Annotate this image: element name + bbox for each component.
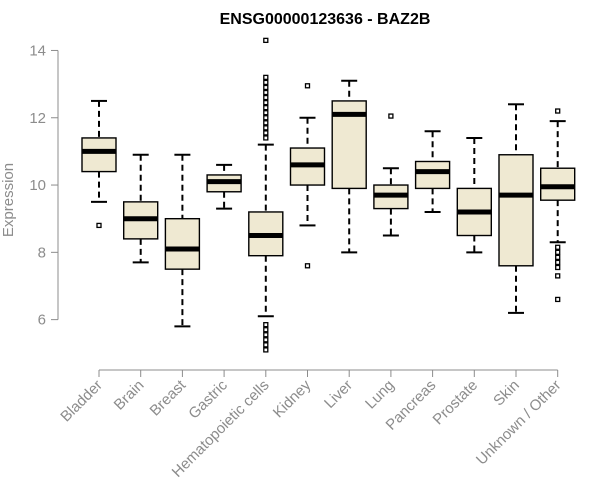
outlier-point xyxy=(263,130,269,136)
box-group xyxy=(81,99,117,229)
y-tick-label: 6 xyxy=(38,312,46,329)
y-axis-label: Expression xyxy=(0,163,17,237)
x-tick-label: Brain xyxy=(111,377,148,414)
outlier-point xyxy=(263,89,269,96)
outlier-point xyxy=(555,254,561,261)
x-tick-label: Prostate xyxy=(430,377,482,429)
box-group xyxy=(248,37,284,353)
x-tick-label: Skin xyxy=(490,377,523,410)
outlier-point xyxy=(304,263,311,269)
box-group xyxy=(122,153,159,264)
outlier-point xyxy=(263,110,269,116)
box-group xyxy=(206,163,242,210)
y-tick-label: 10 xyxy=(29,177,46,194)
box-group xyxy=(164,153,201,328)
box-group xyxy=(540,108,576,303)
box-group xyxy=(373,113,409,237)
outlier-point xyxy=(555,244,561,250)
box-iqr xyxy=(540,167,576,201)
x-tick-label: Liver xyxy=(321,377,356,412)
box-iqr xyxy=(81,137,117,173)
outlier-point xyxy=(555,108,561,114)
outlier-point xyxy=(263,79,269,86)
box-iqr xyxy=(414,160,451,190)
outlier-point xyxy=(263,105,269,111)
outlier-point xyxy=(263,37,269,44)
x-tick-label: Bladder xyxy=(57,377,106,426)
x-tick-label: Kidney xyxy=(270,376,315,421)
outlier-point xyxy=(263,342,269,348)
outlier-point xyxy=(263,337,269,343)
x-tick-label: Breast xyxy=(147,376,190,419)
y-tick-label: 12 xyxy=(29,110,46,127)
chart-title: ENSG00000123636 - BAZ2B xyxy=(220,11,431,28)
outlier-point xyxy=(263,125,269,131)
box-group xyxy=(498,103,534,314)
outlier-point xyxy=(555,273,561,279)
outlier-point xyxy=(263,115,269,121)
box-series xyxy=(81,37,576,353)
box-group xyxy=(414,130,451,213)
outlier-point xyxy=(263,99,269,106)
outlier-point xyxy=(263,94,269,101)
outlier-point xyxy=(96,222,102,229)
box-group xyxy=(289,83,326,269)
x-tick-label: Lung xyxy=(362,377,398,413)
outlier-point xyxy=(263,347,269,353)
outlier-point xyxy=(263,327,269,333)
outlier-point xyxy=(555,264,561,271)
box-group xyxy=(456,136,492,254)
y-tick-label: 14 xyxy=(29,42,46,59)
outlier-point xyxy=(555,296,561,303)
box-iqr xyxy=(164,217,201,270)
outlier-point xyxy=(555,249,561,255)
outlier-point xyxy=(263,120,269,126)
y-axis: 6 8 10 12 14 xyxy=(29,42,59,329)
outlier-point xyxy=(388,113,394,119)
outlier-point xyxy=(304,83,311,89)
outlier-point xyxy=(263,332,269,338)
outlier-point xyxy=(263,74,269,81)
box-group xyxy=(331,79,367,254)
box-iqr xyxy=(498,154,534,267)
outlier-point xyxy=(263,84,269,91)
outlier-point xyxy=(263,135,269,141)
outlier-point xyxy=(263,322,269,328)
y-tick-label: 8 xyxy=(38,244,46,261)
outlier-point xyxy=(555,259,561,266)
